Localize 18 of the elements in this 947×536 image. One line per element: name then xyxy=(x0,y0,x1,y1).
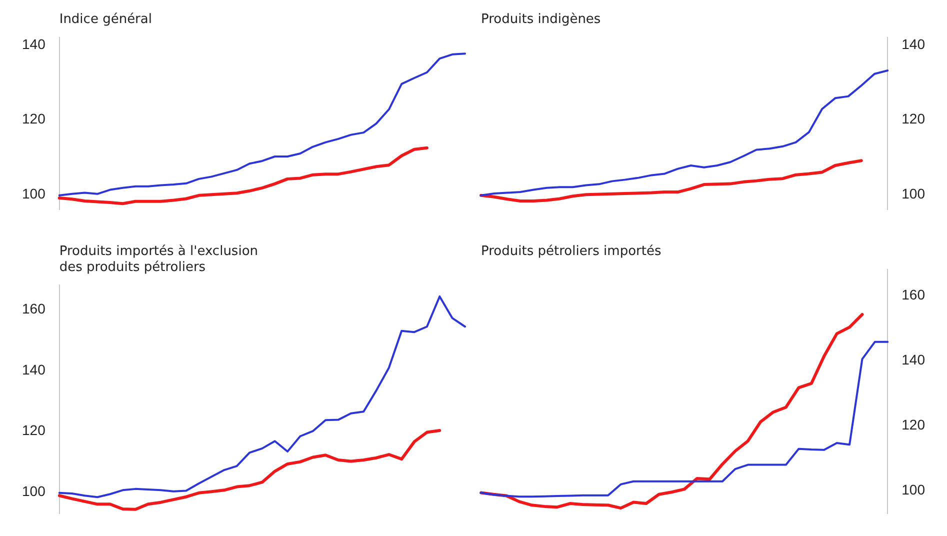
y-tick-label: 140 xyxy=(902,352,926,368)
chart-title: Produits importés à l'exclusion des produits pétroliers xyxy=(59,244,258,275)
y-tick-label: 140 xyxy=(22,361,46,378)
y-tick-label: 120 xyxy=(22,422,46,438)
y-tick-label: 100 xyxy=(902,186,926,202)
y-tick-label: 140 xyxy=(22,36,46,52)
chart-title: Indice général xyxy=(59,12,152,28)
y-tick-label: 120 xyxy=(22,110,46,127)
y-tick-label: 120 xyxy=(902,110,926,127)
y-tick-label: 160 xyxy=(902,286,926,302)
y-tick-label: 100 xyxy=(22,186,46,202)
y-tick-label: 100 xyxy=(22,483,46,500)
y-tick-label: 100 xyxy=(902,482,926,498)
y-tick-label: 160 xyxy=(22,300,46,316)
chart-title: Produits pétroliers importés xyxy=(481,244,662,260)
y-tick-label: 140 xyxy=(902,36,926,52)
y-tick-label: 120 xyxy=(902,416,926,433)
chart-title: Produits indigènes xyxy=(481,12,601,28)
